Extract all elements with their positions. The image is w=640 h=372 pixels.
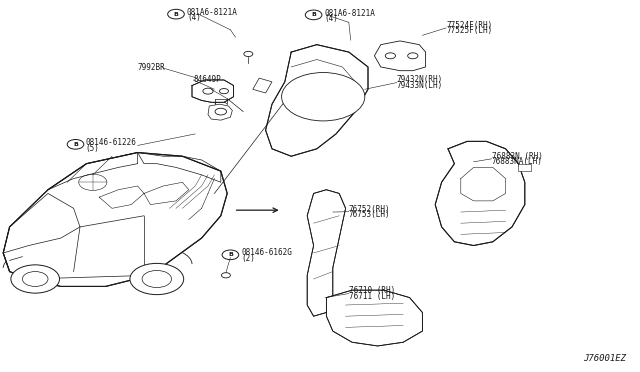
Text: 76753(LH): 76753(LH) bbox=[349, 210, 390, 219]
Polygon shape bbox=[253, 78, 272, 93]
Text: 79432N(RH): 79432N(RH) bbox=[397, 76, 443, 84]
Text: 7992BR: 7992BR bbox=[138, 63, 165, 72]
Circle shape bbox=[130, 263, 184, 295]
Polygon shape bbox=[208, 104, 232, 120]
Text: (2): (2) bbox=[241, 254, 255, 263]
Text: 081A6-8121A: 081A6-8121A bbox=[187, 8, 237, 17]
Polygon shape bbox=[192, 80, 234, 102]
Text: (4): (4) bbox=[324, 14, 339, 23]
Text: 76752(RH): 76752(RH) bbox=[349, 205, 390, 214]
Text: 76883NA(LH): 76883NA(LH) bbox=[492, 157, 542, 166]
Text: 081A6-8121A: 081A6-8121A bbox=[324, 9, 375, 18]
Text: 08146-6162G: 08146-6162G bbox=[241, 248, 292, 257]
Text: J76001EZ: J76001EZ bbox=[583, 354, 626, 363]
Polygon shape bbox=[307, 190, 346, 316]
Polygon shape bbox=[435, 141, 525, 246]
Text: B: B bbox=[228, 252, 233, 257]
Text: 77524F(RH): 77524F(RH) bbox=[446, 21, 492, 30]
Text: (5): (5) bbox=[85, 144, 99, 153]
Text: 84649P: 84649P bbox=[193, 76, 221, 84]
Text: B: B bbox=[311, 12, 316, 17]
Polygon shape bbox=[3, 153, 227, 286]
Polygon shape bbox=[374, 41, 426, 71]
Text: 79433N(LH): 79433N(LH) bbox=[397, 81, 443, 90]
Text: B: B bbox=[173, 12, 179, 17]
Polygon shape bbox=[266, 45, 368, 156]
Text: (4): (4) bbox=[187, 13, 201, 22]
Circle shape bbox=[11, 265, 60, 293]
Polygon shape bbox=[518, 164, 531, 171]
Polygon shape bbox=[326, 290, 422, 346]
Text: 76711 (LH): 76711 (LH) bbox=[349, 292, 395, 301]
Text: 76883N (RH): 76883N (RH) bbox=[492, 152, 542, 161]
Text: 77525F(LH): 77525F(LH) bbox=[446, 26, 492, 35]
Circle shape bbox=[282, 73, 365, 121]
Text: 76710 (RH): 76710 (RH) bbox=[349, 286, 395, 295]
Text: B: B bbox=[73, 142, 78, 147]
Text: 08146-61226: 08146-61226 bbox=[85, 138, 136, 147]
